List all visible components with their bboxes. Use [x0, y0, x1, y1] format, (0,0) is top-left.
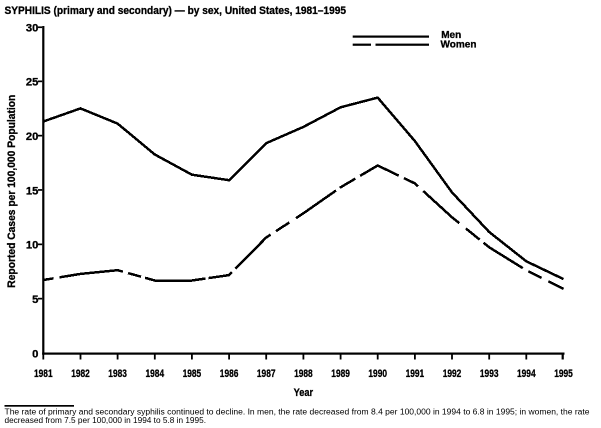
- svg-text:Women: Women: [441, 40, 477, 51]
- svg-text:20: 20: [26, 131, 39, 143]
- svg-text:1990: 1990: [368, 368, 387, 380]
- svg-text:1985: 1985: [183, 368, 202, 380]
- svg-text:1994: 1994: [517, 368, 536, 380]
- svg-text:Men: Men: [441, 30, 461, 41]
- svg-text:1989: 1989: [331, 368, 350, 380]
- svg-text:Year: Year: [294, 387, 314, 399]
- svg-text:1984: 1984: [146, 368, 165, 380]
- svg-text:1992: 1992: [443, 368, 462, 380]
- svg-text:15: 15: [26, 185, 39, 197]
- svg-text:1983: 1983: [108, 368, 127, 380]
- svg-text:1982: 1982: [71, 368, 90, 380]
- svg-text:25: 25: [26, 77, 39, 89]
- svg-text:Reported Cases per 100,000 Pop: Reported Cases per 100,000 Population: [6, 94, 18, 287]
- svg-text:1981: 1981: [34, 368, 53, 380]
- svg-text:0: 0: [32, 348, 38, 360]
- svg-text:1988: 1988: [294, 368, 313, 380]
- svg-text:SYPHILIS (primary and secondar: SYPHILIS (primary and secondary) — by se…: [5, 5, 347, 17]
- svg-text:1987: 1987: [257, 368, 276, 380]
- svg-text:5: 5: [32, 294, 38, 306]
- svg-text:1986: 1986: [220, 368, 239, 380]
- svg-text:decreased from 7.5 per 100,000: decreased from 7.5 per 100,000 in 1994 t…: [5, 416, 206, 425]
- svg-text:30: 30: [26, 22, 39, 34]
- svg-text:10: 10: [26, 240, 39, 252]
- svg-text:The rate of primary and second: The rate of primary and secondary syphil…: [5, 407, 591, 416]
- svg-text:1995: 1995: [554, 368, 573, 380]
- svg-text:1991: 1991: [406, 368, 425, 380]
- svg-text:1993: 1993: [480, 368, 499, 380]
